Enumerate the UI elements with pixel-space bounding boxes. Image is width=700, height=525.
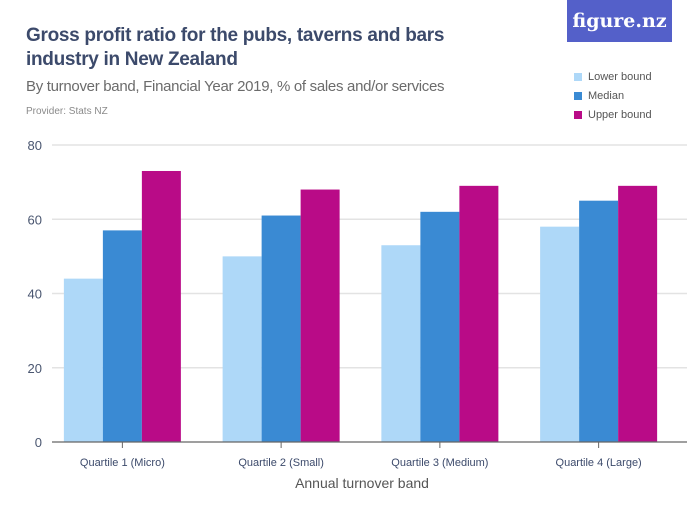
x-tick-label: Quartile 2 (Small) xyxy=(238,457,324,469)
x-tick-label: Quartile 4 (Large) xyxy=(556,457,642,469)
y-tick-label: 80 xyxy=(28,138,42,153)
bar-lower-bound xyxy=(381,245,421,442)
bar-median xyxy=(579,200,619,442)
x-axis-title: Annual turnover band xyxy=(295,475,429,491)
legend-label: Median xyxy=(588,89,625,102)
legend-label: Upper bound xyxy=(588,108,652,121)
y-tick-label: 20 xyxy=(28,361,42,376)
y-tick-label: 0 xyxy=(35,435,42,450)
bar-median xyxy=(261,215,301,442)
legend: Lower bound Median Upper bound xyxy=(574,67,652,124)
chart-subtitle: By turnover band, Financial Year 2019, %… xyxy=(26,78,445,95)
figure-nz-logo[interactable]: figure.nz xyxy=(567,0,672,42)
bar-lower-bound xyxy=(540,226,580,442)
provider-label: Provider: Stats NZ xyxy=(26,106,108,117)
legend-swatch-median xyxy=(574,91,582,100)
bar-lower-bound xyxy=(222,256,262,442)
x-tick-label: Quartile 1 (Micro) xyxy=(80,457,165,469)
chart-title: Gross profit ratio for the pubs, taverns… xyxy=(26,25,445,70)
bar-upper-bound xyxy=(618,185,658,442)
legend-item-upper: Upper bound xyxy=(574,105,652,124)
legend-item-median: Median xyxy=(574,86,652,105)
legend-swatch-lower xyxy=(574,72,582,81)
y-tick-label: 60 xyxy=(28,212,42,227)
legend-item-lower: Lower bound xyxy=(574,67,652,86)
bar-median xyxy=(102,230,142,442)
bar-median xyxy=(420,211,460,442)
legend-swatch-upper xyxy=(574,110,582,119)
x-tick-label: Quartile 3 (Medium) xyxy=(391,457,488,469)
y-tick-label: 40 xyxy=(28,287,42,302)
bar-upper-bound xyxy=(300,189,340,442)
bar-upper-bound xyxy=(141,170,181,443)
legend-label: Lower bound xyxy=(588,70,652,83)
bar-lower-bound xyxy=(63,278,103,442)
bar-upper-bound xyxy=(459,185,499,442)
